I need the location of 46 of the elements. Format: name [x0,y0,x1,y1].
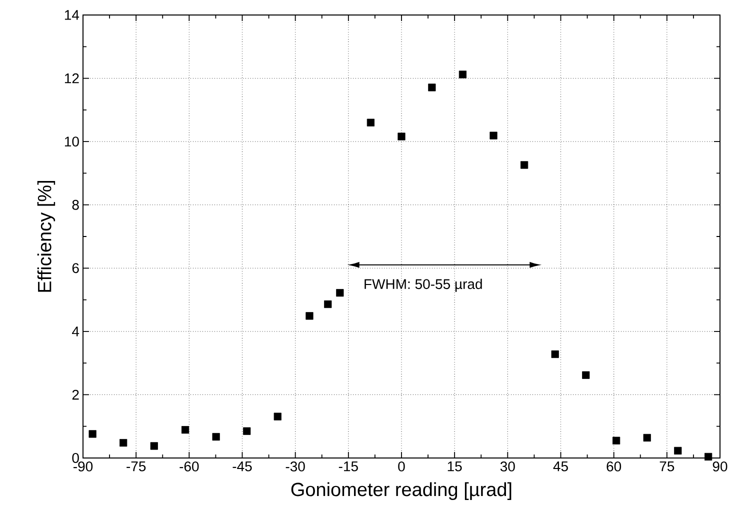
point [366,118,375,126]
y-tick-label: 0 [72,453,79,463]
x-tick-label: 45 [553,462,568,472]
point [120,439,128,447]
x-tick-label: 0 [398,462,405,472]
x-tick-label: -45 [232,462,252,472]
point [398,132,406,140]
x-tick-label: -60 [180,462,199,472]
y-tick-label: 12 [64,73,79,84]
x-tick-label: -90 [74,462,93,472]
y-tick-label: 6 [72,263,79,274]
y-axis-title: Efficiency [%] [37,181,56,292]
point [88,430,96,438]
point [243,427,251,435]
point [612,436,620,444]
x-tick-label: 75 [660,462,674,472]
point [306,312,314,320]
point [643,434,651,442]
point [520,161,528,169]
y-tick-label: 10 [64,136,79,147]
x-tick-label: 60 [606,462,622,472]
point [324,300,332,308]
point [551,350,559,358]
x-tick-label: 30 [500,462,515,472]
point [181,426,190,434]
point [336,289,344,297]
annotation: FWHM: 50-55 µrad [364,278,482,292]
x-axis-title: Goniometer reading [µrad] [291,482,512,500]
point [458,70,467,78]
point [490,132,498,140]
point [582,371,590,379]
x-tick-label: -15 [338,462,358,472]
point [150,442,158,450]
x-tick-label: 15 [448,462,462,472]
y-tick-label: 4 [72,326,80,336]
x-tick-label: -75 [126,462,146,472]
x-tick-label: 90 [712,462,728,472]
point [212,433,220,441]
y-tick-label: 14 [64,10,80,20]
y-tick-label: 8 [72,200,79,210]
x-tick-label: -30 [286,462,305,472]
point [704,452,712,461]
point [274,412,282,420]
y-tick-label: 2 [72,390,79,400]
point [674,446,682,455]
point [428,84,436,92]
